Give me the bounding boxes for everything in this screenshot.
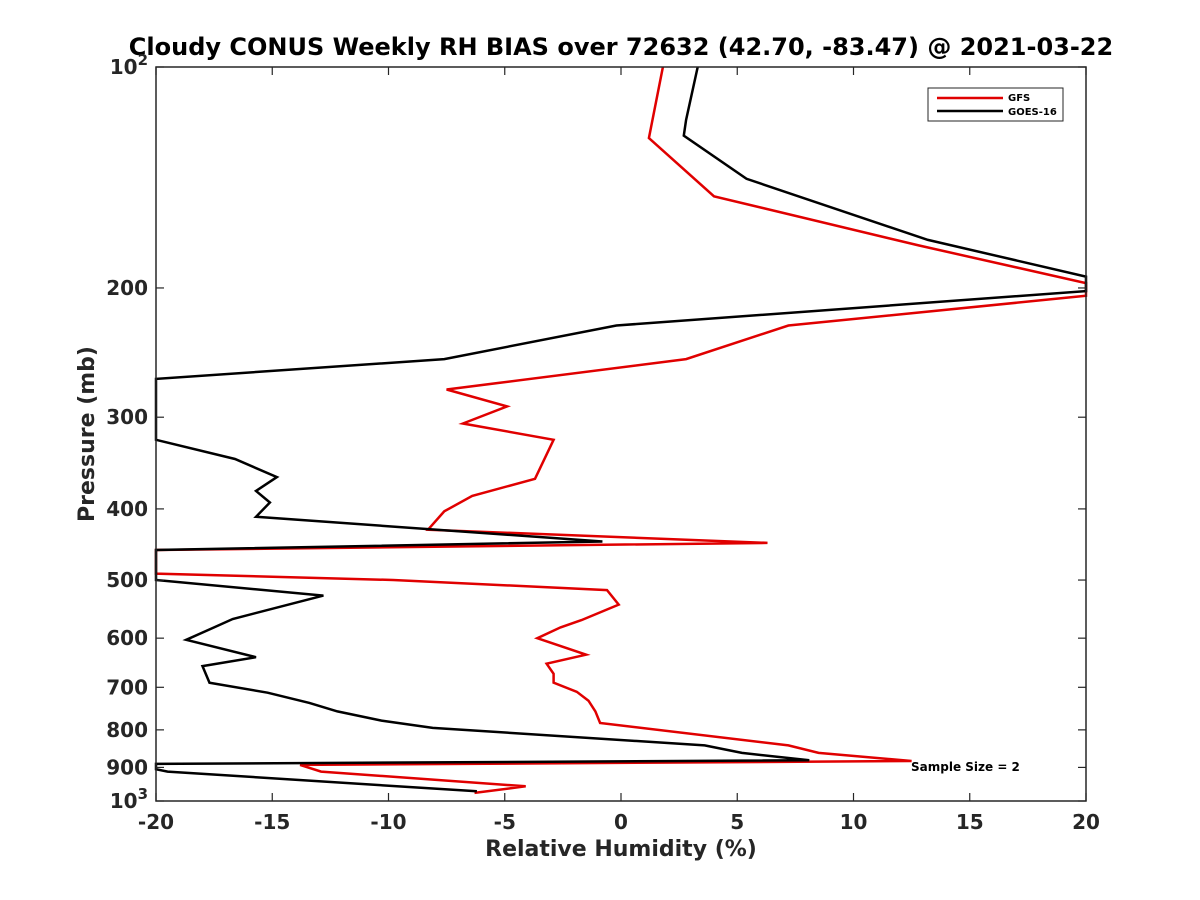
x-tick-label: 20	[1072, 810, 1100, 834]
chart-title: Cloudy CONUS Weekly RH BIAS over 72632 (…	[129, 33, 1113, 61]
y-tick-label: 800	[106, 718, 148, 742]
legend: GFS GOES-16	[927, 87, 1064, 122]
x-tick-label: 10	[840, 810, 868, 834]
x-tick-label: 0	[614, 810, 628, 834]
y-tick-label: 900	[106, 755, 148, 779]
y-tick-label: 103	[110, 785, 148, 813]
y-tick-label: 600	[106, 626, 148, 650]
x-axis-label: Relative Humidity (%)	[485, 837, 757, 862]
y-axis-label: Pressure (mb)	[75, 346, 100, 522]
series-line-goes-16	[154, 66, 1088, 793]
y-tick-label: 500	[106, 568, 148, 592]
x-tick-label: 5	[730, 810, 744, 834]
y-tick-label: 102	[110, 51, 148, 79]
x-tick-label: -5	[494, 810, 516, 834]
plot-frame	[155, 66, 1087, 802]
sample-size-annotation: Sample Size = 2	[911, 760, 1020, 774]
x-axis-ticks: -20 -15 -10 -5 0 5 10 15 20	[138, 67, 1100, 834]
x-tick-label: 15	[956, 810, 984, 834]
y-axis-ticks: 102 200 300 400 500 600 700 800 900 103	[106, 51, 1086, 813]
y-tick-label: 200	[106, 276, 148, 300]
y-tick-label: 700	[106, 675, 148, 699]
x-tick-label: -15	[254, 810, 290, 834]
y-tick-label: 300	[106, 405, 148, 429]
series-line-gfs	[154, 66, 1088, 795]
legend-label-gfs: GFS	[1008, 93, 1030, 104]
x-tick-label: -10	[370, 810, 406, 834]
legend-label-goes-16: GOES-16	[1008, 107, 1057, 118]
series-layer	[154, 66, 1088, 795]
legend-box	[927, 87, 1064, 122]
x-tick-label: -20	[138, 810, 174, 834]
y-tick-label: 400	[106, 497, 148, 521]
